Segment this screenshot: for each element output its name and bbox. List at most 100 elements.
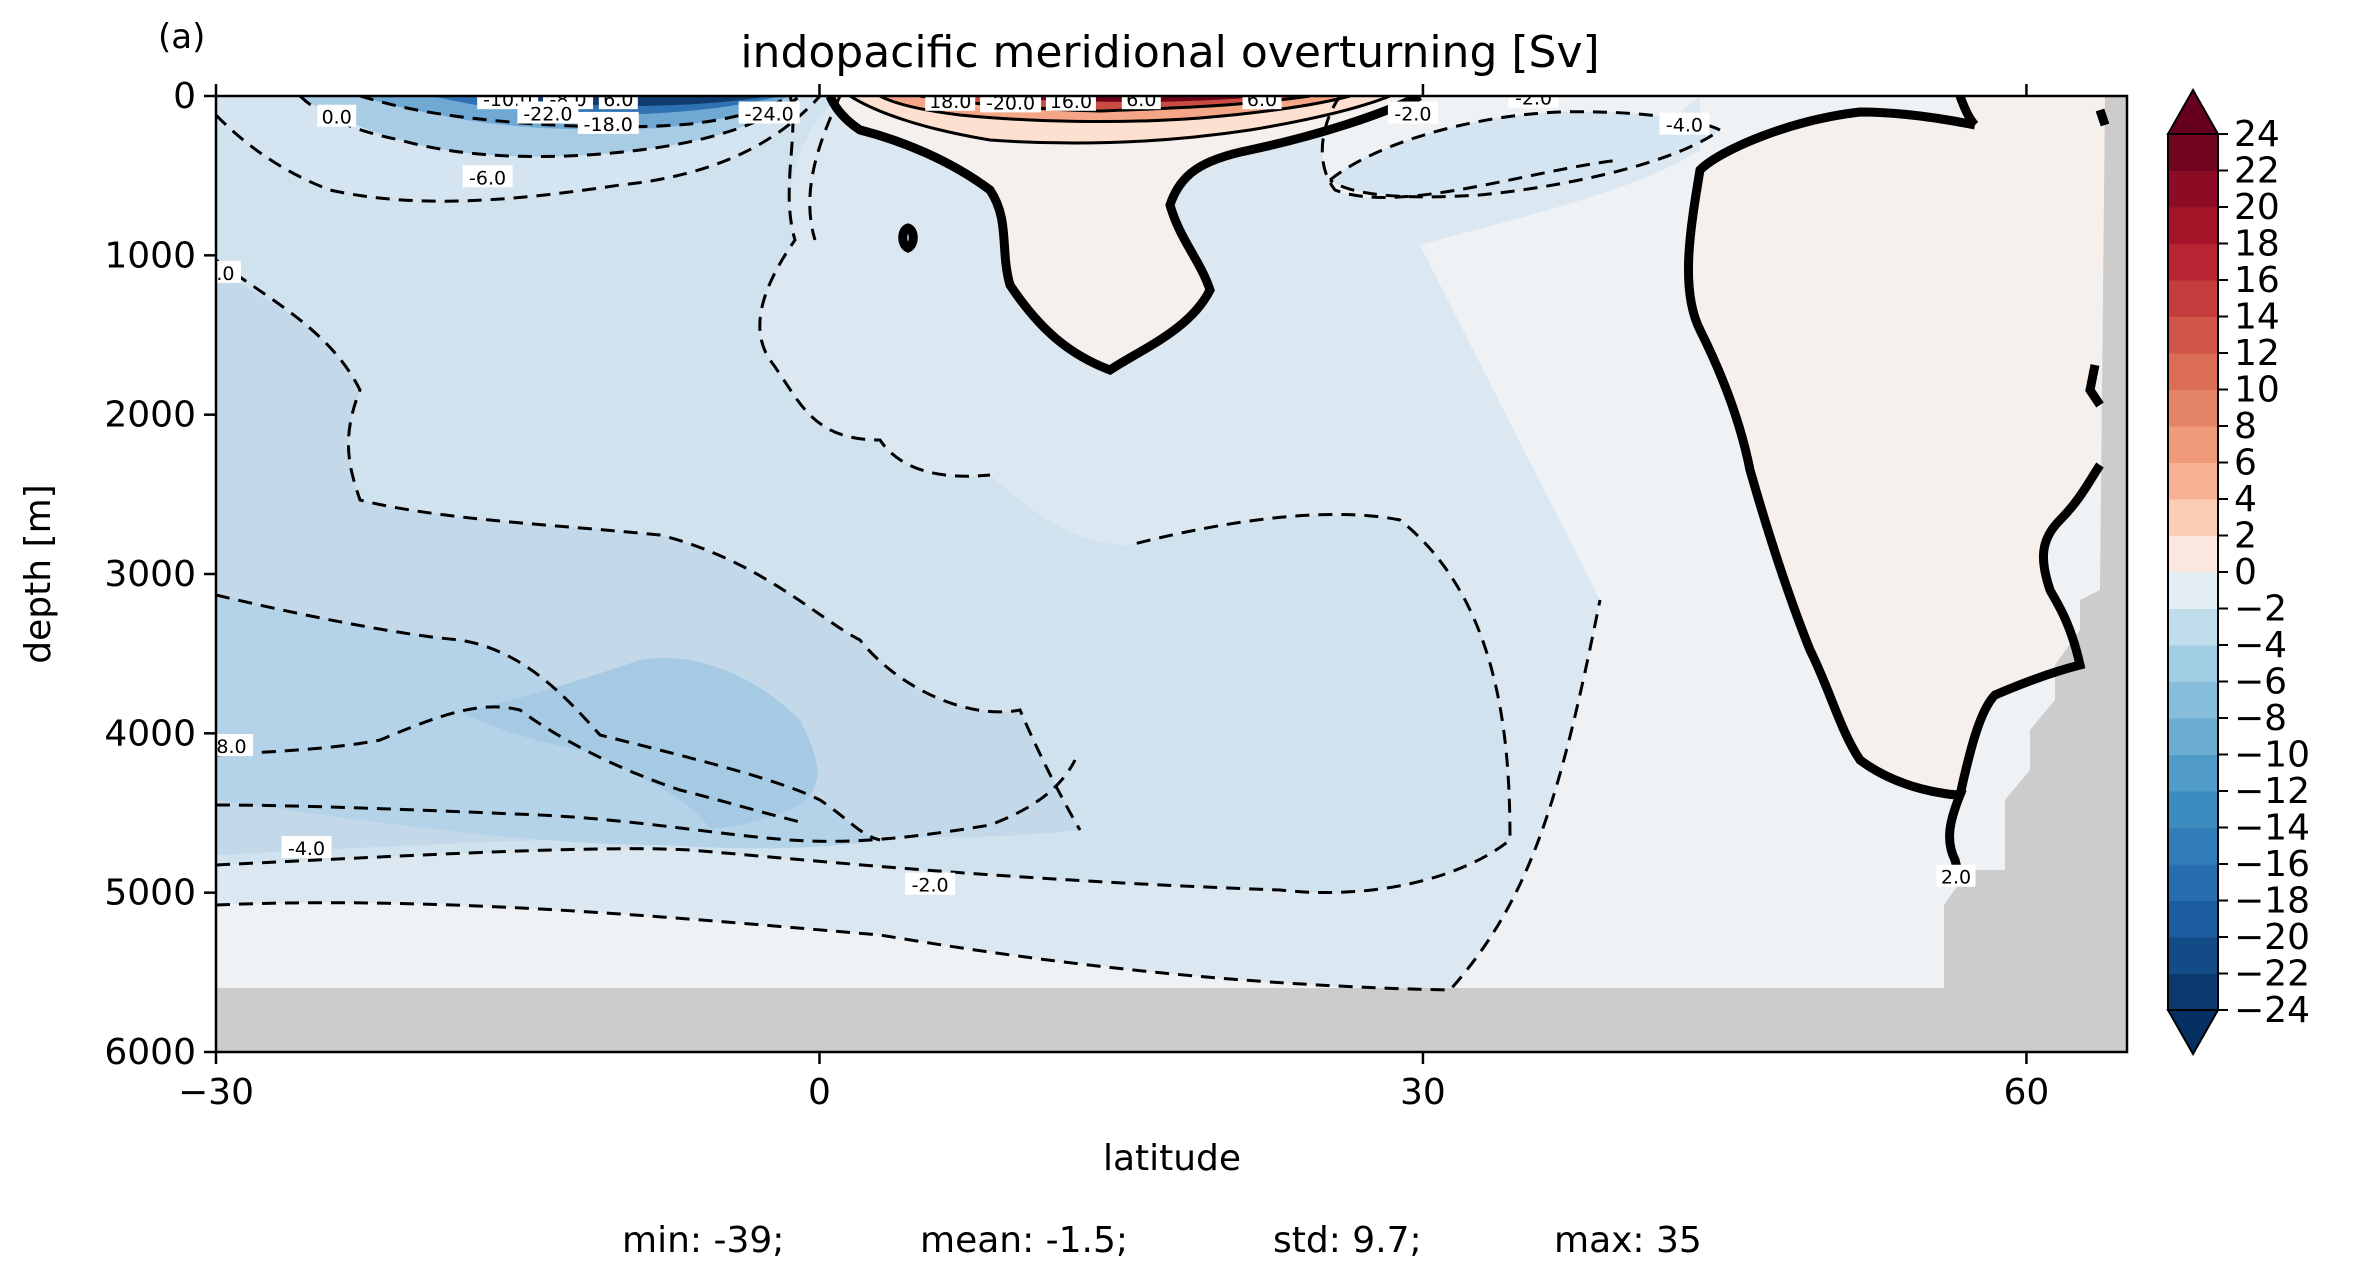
- contour-label: 6.0: [603, 89, 633, 111]
- contour-label: 6.0: [1126, 89, 1156, 111]
- contour-label-bg: [1936, 864, 1976, 887]
- zero-contour: [825, 96, 2110, 882]
- plot-area: -10.0 -8.0 6.0-22.0 -18.0-6.00.0 -24.018.0 -2…: [197, 89, 2127, 1052]
- colorbar-tick-label: 6: [2234, 443, 2257, 484]
- y-tick-label: 3000: [104, 554, 196, 595]
- x-tick-label: 0: [808, 1072, 831, 1113]
- colorbar-tick-label: 2: [2234, 516, 2257, 557]
- field-positive-cell: [830, 96, 1420, 370]
- colorbar-tick-label: −6: [2234, 662, 2287, 703]
- field-region-minus10: [460, 658, 818, 829]
- y-tick-label: 5000: [104, 873, 196, 914]
- field-positive-north: [1688, 96, 2105, 795]
- contour-label: -20.0: [986, 92, 1035, 114]
- colorbar-tick-label: −20: [2234, 917, 2310, 958]
- colorbar-tick-label: −2: [2234, 589, 2287, 630]
- contour-label-bg: [281, 836, 332, 859]
- colorbar-extend-max: [2166, 87, 2220, 135]
- colorbar-segment: [2168, 572, 2218, 609]
- panel-label: (a): [158, 17, 205, 57]
- contour-labels: -10.0 -8.0 6.0-22.0 -18.0-6.00.0 -24.018.0 -2…: [197, 89, 1976, 897]
- colorbar-segment: [2168, 535, 2218, 573]
- contour-label-bg: [216, 734, 254, 757]
- y-tick-label: 6000: [104, 1032, 196, 1073]
- stat-item: min: -39;: [622, 1220, 784, 1261]
- contour-label-bg: [216, 260, 241, 283]
- colorbar-extend-min: [2166, 1009, 2220, 1057]
- contour-label: -6.0: [469, 167, 506, 189]
- contour-label-bg: [1659, 112, 1710, 135]
- y-tick-label: 4000: [104, 713, 196, 754]
- x-axis: −30 0 30 60: [178, 84, 2049, 1113]
- colorbar-segment: [2168, 973, 2218, 1011]
- x-tick-label: −30: [178, 1072, 254, 1113]
- colorbar-segment: [2168, 608, 2218, 646]
- colorbar-segment: [2168, 462, 2218, 500]
- negative-contours: [216, 96, 1723, 992]
- colorbar-segment: [2168, 900, 2218, 938]
- contour-label: -24.0: [745, 104, 794, 126]
- contour-label: 0.0: [322, 107, 352, 129]
- contour-label-bg: [462, 165, 513, 188]
- contour-label-bg: [317, 104, 357, 127]
- y-axis-label: depth [m]: [18, 484, 59, 663]
- contour-label: -8.0: [210, 736, 247, 758]
- colorbar-tick-label: −18: [2234, 881, 2310, 922]
- x-axis-label: latitude: [1103, 1138, 1241, 1179]
- contour-label: 6.0: [1247, 89, 1277, 111]
- contour-label: -2.0: [197, 263, 234, 285]
- chart-title: indopacific meridional overturning [Sv]: [740, 27, 1599, 78]
- colorbar-segment: [2168, 353, 2218, 390]
- colorbar-tick-label: 10: [2234, 370, 2280, 411]
- colorbar-segment: [2168, 645, 2218, 682]
- contour-label: -2.0: [1394, 104, 1431, 126]
- land-bottom: [216, 988, 2127, 1052]
- colorbar-tick-label: −22: [2234, 954, 2310, 995]
- contour-label-bg: [925, 96, 976, 111]
- colorbar-segment: [2168, 426, 2218, 463]
- contour-label: 2.0: [1941, 867, 1971, 889]
- colorbar-segment: [2168, 864, 2218, 901]
- contour-label-bg: [1508, 96, 1559, 108]
- colorbar-segment: [2168, 243, 2218, 281]
- colorbar-tick-label: 20: [2234, 187, 2280, 228]
- contour-label-bg: [517, 101, 579, 124]
- colorbar-tick-label: −16: [2234, 844, 2310, 885]
- contour-label-bg: [1121, 96, 1161, 110]
- contour-label-bg: [738, 101, 800, 124]
- colorbar-tick-label: 24: [2234, 114, 2280, 155]
- stats-line: min: -39; mean: -1.5; std: 9.7; max: 35: [622, 1220, 1702, 1261]
- colorbar-tick-label: 0: [2234, 552, 2257, 593]
- contour-label-bg: [1242, 96, 1282, 110]
- colorbar-tick-label: 12: [2234, 333, 2280, 374]
- colorbar: 242220181614121086420−2−4−6−8−10−12−14−1…: [2166, 87, 2310, 1057]
- colorbar-tick-label: −12: [2234, 771, 2310, 812]
- contour-label-bg: [905, 872, 956, 895]
- y-tick-label: 2000: [104, 395, 196, 436]
- contour-label-bg: [980, 96, 1042, 113]
- colorbar-segment: [2168, 316, 2218, 354]
- stat-item: mean: -1.5;: [920, 1220, 1128, 1261]
- contour-label: -2.0: [912, 875, 949, 897]
- colorbar-segment: [2168, 499, 2218, 536]
- colorbar-segment: [2168, 134, 2218, 171]
- colorbar-tick-label: 18: [2234, 224, 2280, 265]
- contour-label-bg: [598, 96, 638, 110]
- colorbar-tick-label: 4: [2234, 479, 2257, 520]
- x-tick-label: 30: [1400, 1072, 1446, 1113]
- x-tick-label: 60: [2004, 1072, 2050, 1113]
- contour-label: -4.0: [288, 838, 325, 860]
- colorbar-segment: [2168, 827, 2218, 865]
- y-tick-label: 1000: [104, 235, 196, 276]
- stat-item: std: 9.7;: [1273, 1220, 1422, 1261]
- colorbar-tick-label: −4: [2234, 625, 2287, 666]
- contour-label: -22.0: [523, 104, 572, 126]
- field-upper-right-cell: [1330, 111, 1720, 197]
- contour-label: 16.0: [1050, 91, 1092, 113]
- colorbar-segment: [2168, 937, 2218, 974]
- colorbar-segment: [2168, 718, 2218, 755]
- contour-label-bg: [577, 111, 639, 134]
- y-tick-label: 0: [173, 76, 196, 117]
